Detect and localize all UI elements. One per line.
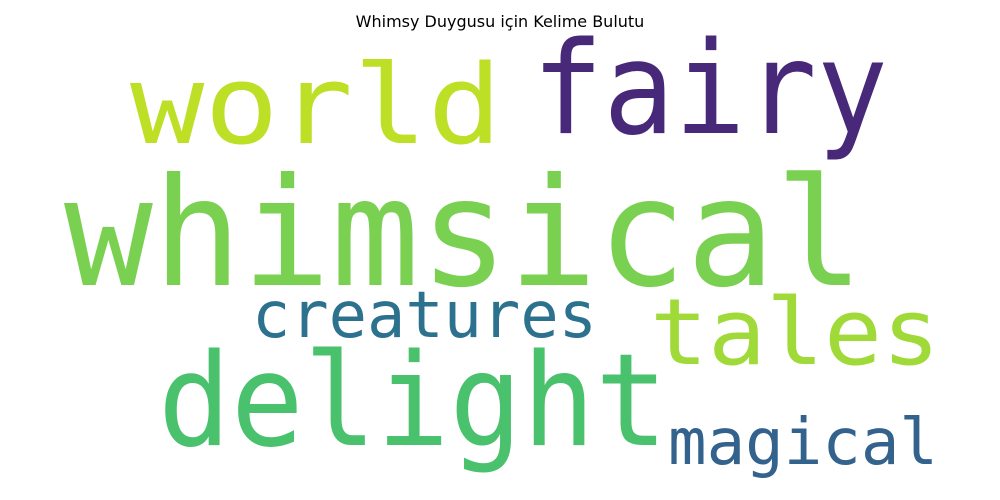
- chart-title: Whimsy Duygusu için Kelime Bulutu: [355, 12, 645, 31]
- cloud-word-magical: magical: [668, 406, 938, 480]
- cloud-word-fairy: fairy: [532, 15, 888, 164]
- cloud-word-world: world: [130, 41, 502, 169]
- cloud-word-whimsical: whimsical: [64, 147, 864, 321]
- cloud-word-creatures: creatures: [252, 279, 597, 353]
- cloud-word-delight: delight: [158, 327, 668, 476]
- cloud-word-tales: tales: [650, 279, 940, 386]
